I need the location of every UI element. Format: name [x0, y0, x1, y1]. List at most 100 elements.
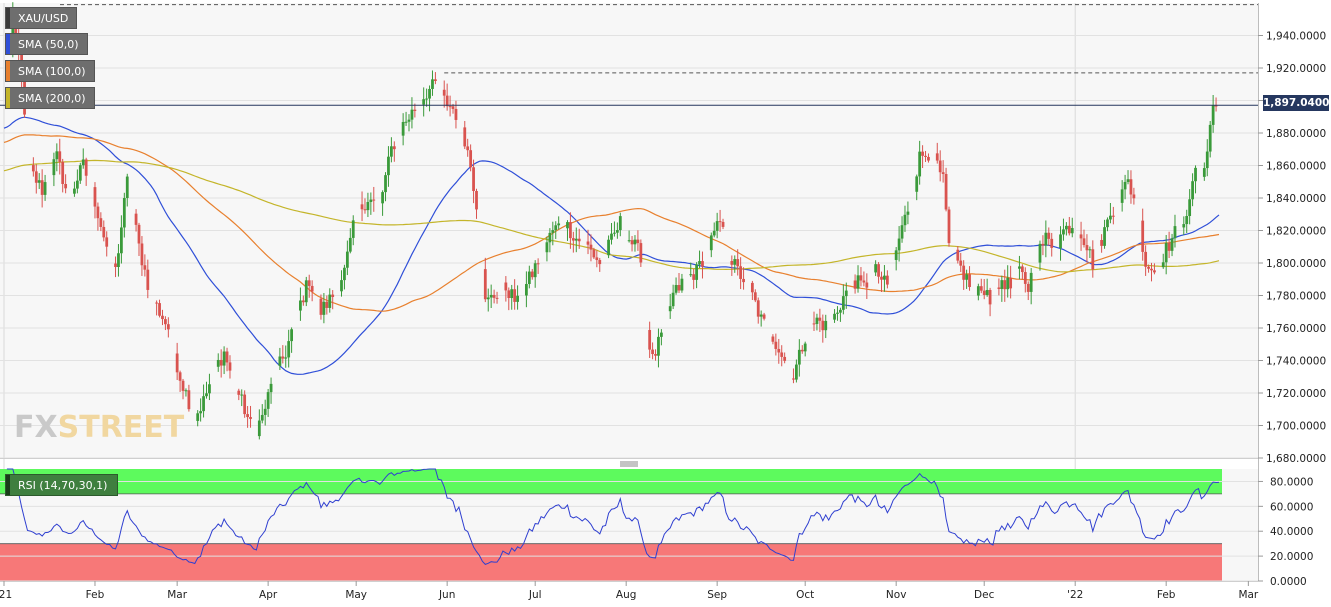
candle[interactable] — [900, 216, 904, 243]
rsi-legend[interactable]: RSI (14,70,30,1) — [5, 474, 119, 496]
candle[interactable] — [310, 280, 314, 302]
candle[interactable] — [387, 146, 390, 187]
candle[interactable] — [668, 293, 672, 319]
candle[interactable] — [962, 260, 966, 290]
candle[interactable] — [921, 145, 924, 169]
candle[interactable] — [222, 346, 226, 375]
candle[interactable] — [927, 153, 930, 163]
candle[interactable] — [648, 321, 652, 358]
candle[interactable] — [114, 256, 117, 278]
candle[interactable] — [278, 347, 282, 371]
candle[interactable] — [1202, 162, 1206, 181]
candle[interactable] — [1144, 245, 1148, 276]
candle[interactable] — [721, 218, 725, 230]
candle[interactable] — [96, 202, 100, 231]
candle[interactable] — [392, 141, 396, 162]
candle[interactable] — [944, 167, 948, 212]
candle[interactable] — [281, 345, 285, 364]
candle[interactable] — [976, 283, 980, 301]
candle[interactable] — [184, 388, 188, 397]
candle[interactable] — [78, 162, 82, 184]
candle[interactable] — [81, 148, 85, 169]
candle[interactable] — [125, 173, 129, 207]
candle[interactable] — [633, 235, 637, 252]
candle[interactable] — [84, 157, 88, 186]
candle[interactable] — [551, 221, 555, 246]
candle[interactable] — [340, 270, 343, 297]
candle[interactable] — [1208, 120, 1212, 158]
candle[interactable] — [718, 209, 722, 232]
candle[interactable] — [413, 103, 417, 118]
candle[interactable] — [695, 262, 699, 289]
candle[interactable] — [712, 222, 716, 238]
candle[interactable] — [472, 159, 475, 204]
candle[interactable] — [659, 329, 663, 346]
candle[interactable] — [636, 230, 640, 251]
candle[interactable] — [894, 247, 898, 271]
candle[interactable] — [654, 349, 657, 361]
candle[interactable] — [1173, 214, 1177, 248]
candle[interactable] — [299, 287, 302, 321]
candle[interactable] — [237, 388, 241, 401]
candle[interactable] — [1211, 94, 1215, 133]
candle[interactable] — [709, 232, 713, 258]
candle[interactable] — [698, 250, 701, 269]
candle[interactable] — [175, 342, 179, 381]
candle[interactable] — [1191, 173, 1194, 207]
candle[interactable] — [574, 227, 578, 253]
candle[interactable] — [777, 338, 781, 364]
candle[interactable] — [856, 265, 860, 293]
candle[interactable] — [363, 198, 367, 214]
candle[interactable] — [1120, 180, 1124, 212]
candle[interactable] — [331, 290, 335, 310]
candle[interactable] — [1091, 240, 1095, 278]
candle[interactable] — [73, 181, 76, 197]
candle[interactable] — [202, 384, 205, 418]
legend-sma-50[interactable]: SMA (50,0) — [5, 33, 88, 55]
candle[interactable] — [938, 150, 942, 182]
candle[interactable] — [1150, 262, 1153, 282]
candle[interactable] — [1111, 206, 1115, 225]
candle[interactable] — [384, 172, 387, 202]
candle[interactable] — [287, 329, 291, 368]
candle[interactable] — [249, 405, 252, 428]
candle[interactable] — [1059, 226, 1062, 261]
candle[interactable] — [1188, 189, 1192, 225]
candle[interactable] — [607, 235, 610, 259]
candle[interactable] — [762, 312, 766, 321]
candle[interactable] — [1044, 220, 1048, 258]
candle[interactable] — [216, 353, 220, 372]
candle[interactable] — [448, 95, 452, 117]
candle[interactable] — [569, 212, 572, 249]
candle[interactable] — [105, 231, 109, 257]
candle[interactable] — [381, 190, 384, 216]
candle[interactable] — [674, 277, 678, 295]
candle[interactable] — [504, 276, 508, 302]
candle[interactable] — [627, 230, 631, 243]
candle[interactable] — [1126, 170, 1130, 185]
candle[interactable] — [956, 246, 960, 264]
candle[interactable] — [301, 295, 305, 306]
candle[interactable] — [742, 267, 745, 290]
candle[interactable] — [161, 309, 164, 326]
candle[interactable] — [833, 309, 836, 323]
candle[interactable] — [137, 222, 141, 257]
candle[interactable] — [1047, 227, 1051, 246]
candle[interactable] — [422, 87, 426, 117]
candle[interactable] — [1085, 234, 1089, 263]
candle[interactable] — [1064, 222, 1068, 236]
candle[interactable] — [1062, 218, 1065, 241]
candle[interactable] — [369, 192, 373, 215]
candle[interactable] — [941, 160, 945, 183]
candle[interactable] — [322, 293, 326, 324]
candle[interactable] — [445, 83, 449, 111]
candle[interactable] — [657, 328, 660, 368]
candle[interactable] — [780, 345, 784, 367]
candle[interactable] — [715, 212, 719, 239]
candle[interactable] — [463, 120, 467, 150]
candle[interactable] — [34, 164, 38, 194]
candle[interactable] — [1109, 202, 1112, 224]
candle[interactable] — [146, 259, 150, 299]
candle[interactable] — [797, 339, 801, 377]
candle[interactable] — [1050, 232, 1054, 257]
